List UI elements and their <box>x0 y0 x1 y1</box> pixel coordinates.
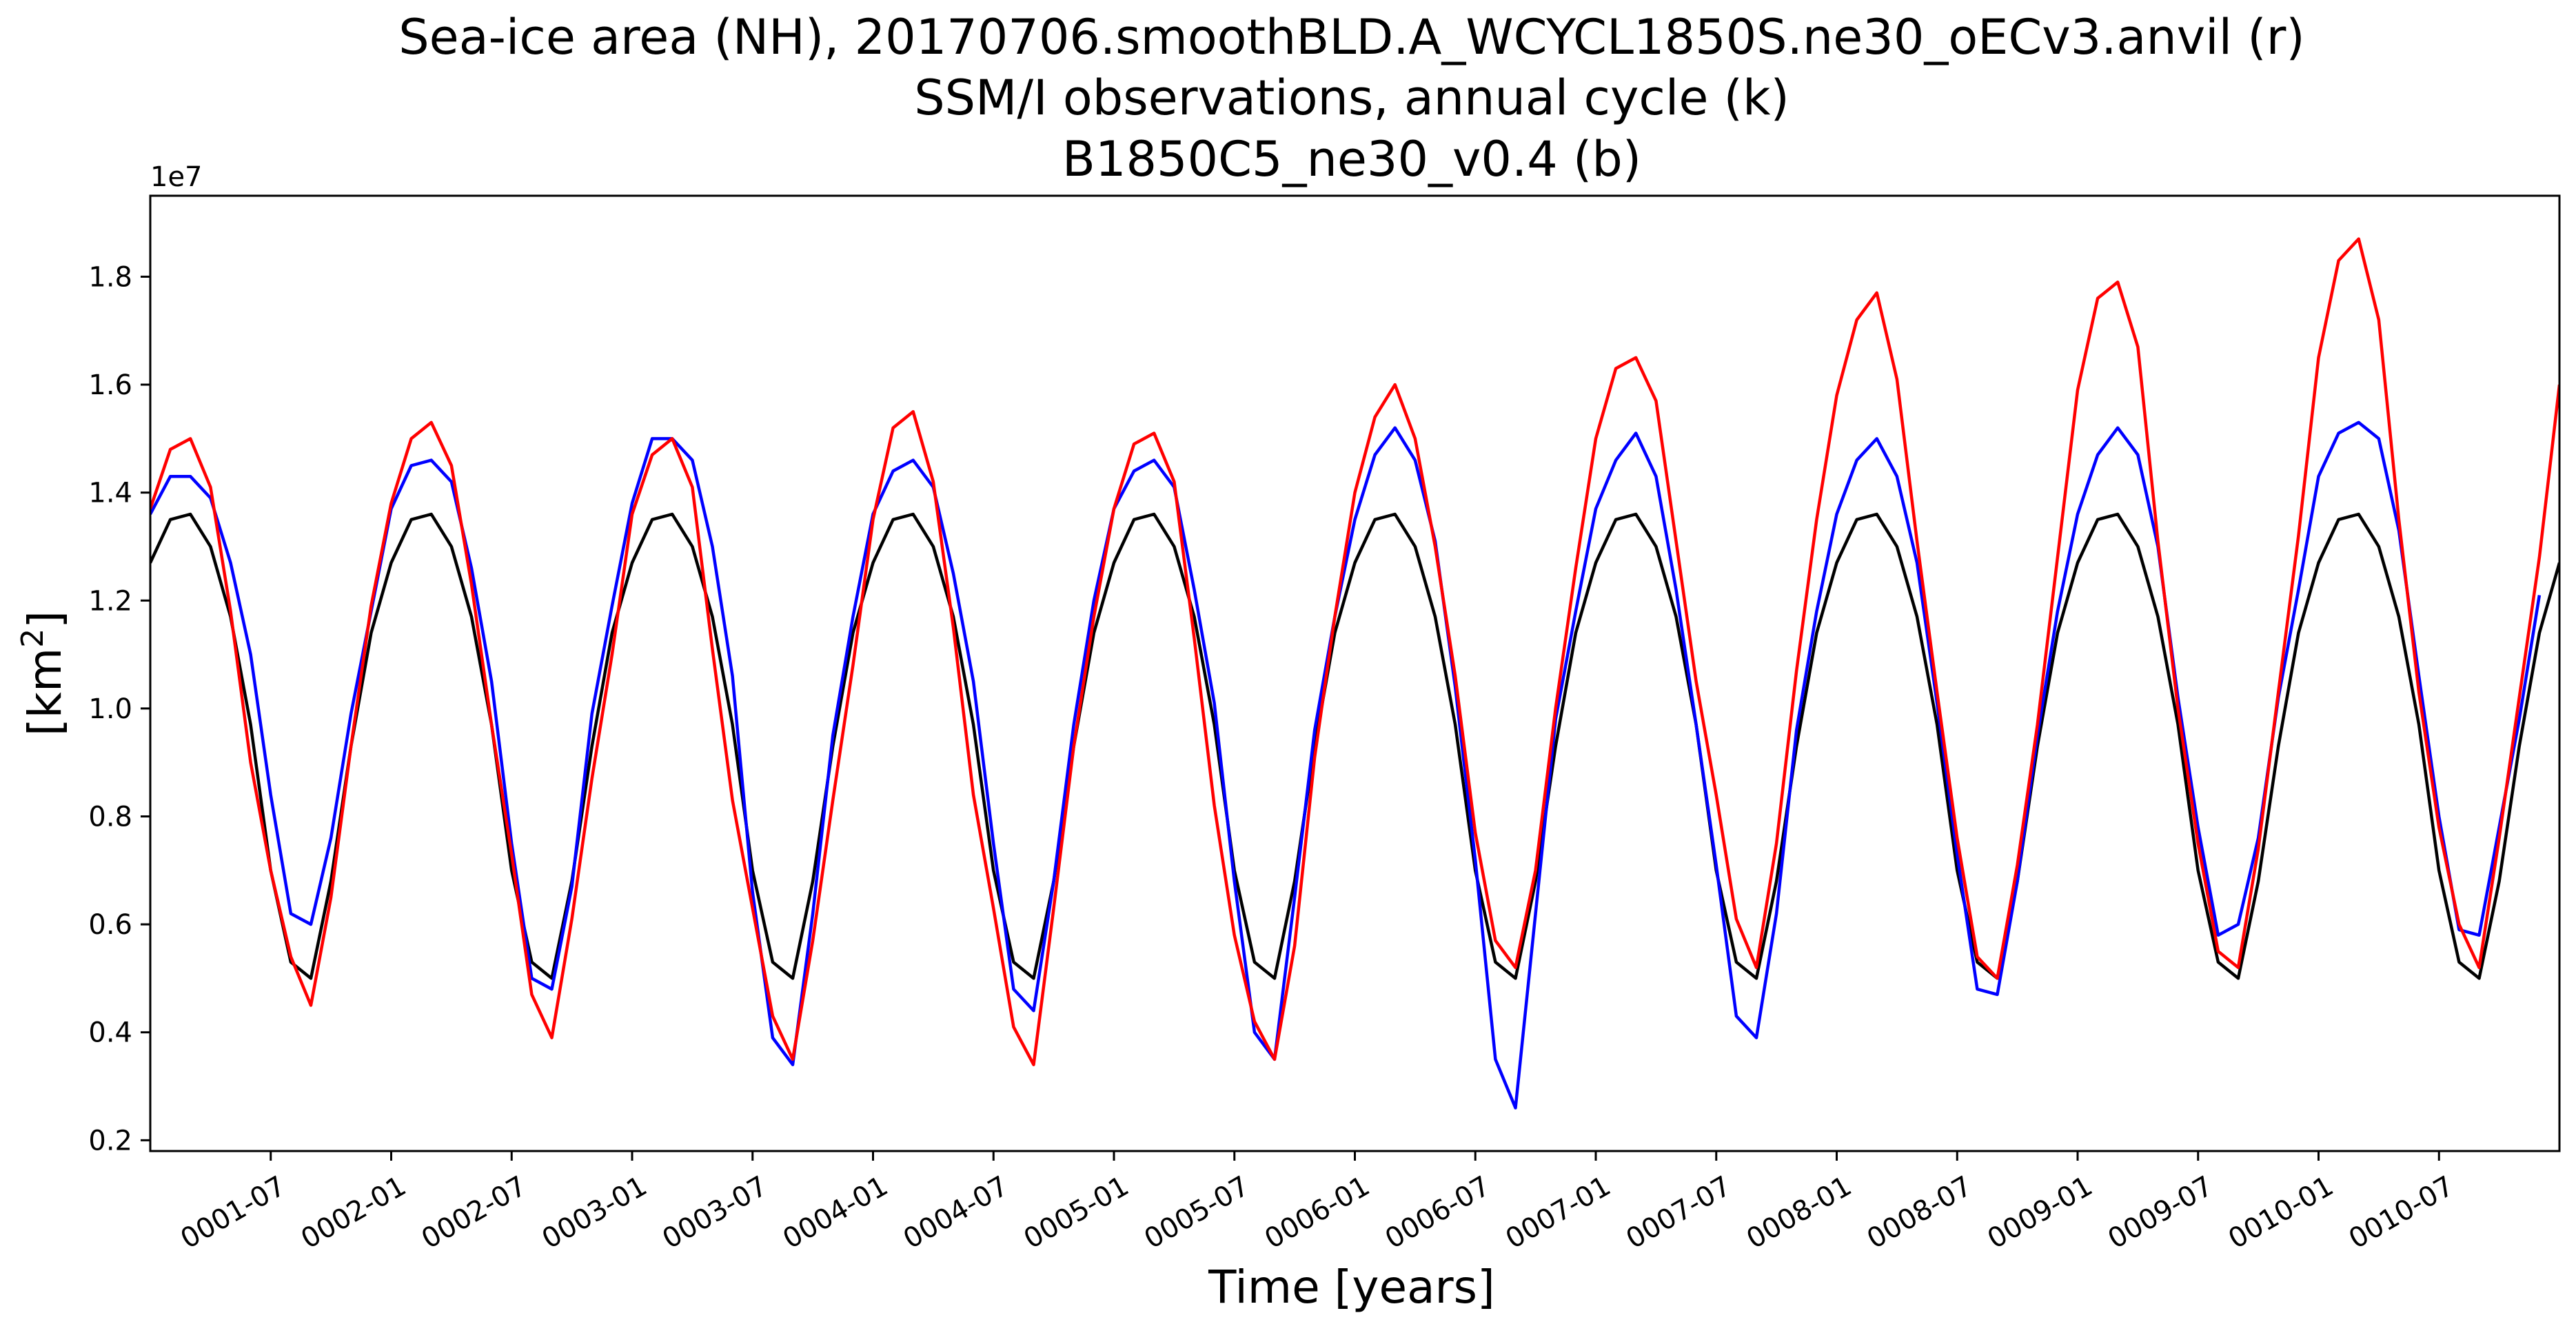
chart-title-line-3: B1850C5_ne30_v0.4 (b) <box>1062 131 1641 187</box>
y-tick-label: 1.0 <box>88 693 132 725</box>
y-axis-label: [km2] <box>15 611 72 736</box>
x-tick-label: 0008-07 <box>1862 1170 1978 1255</box>
x-tick-label: 0002-01 <box>296 1170 412 1255</box>
y-tick-label: 0.2 <box>88 1125 132 1157</box>
x-tick-label: 0009-07 <box>2102 1170 2218 1255</box>
plot-frame <box>149 194 2561 1152</box>
y-axis-label-superscript: 2 <box>15 629 50 648</box>
x-tick-label: 0007-07 <box>1621 1170 1736 1255</box>
x-tick-label: 0005-01 <box>1019 1170 1135 1255</box>
x-axis-label: Time [years] <box>1208 1261 1495 1314</box>
y-axis-label-base: [km <box>19 648 72 736</box>
y-axis-offset-label: 1e7 <box>150 161 203 193</box>
x-tick-label: 0009-01 <box>1982 1170 2098 1255</box>
y-tick-label: 1.8 <box>88 261 132 293</box>
x-tick-label: 0006-07 <box>1380 1170 1496 1255</box>
chart-title-line-2: SSM/I observations, annual cycle (k) <box>914 70 1789 126</box>
chart-title-line-1: Sea-ice area (NH), 20170706.smoothBLD.A_… <box>398 9 2304 65</box>
x-axis-ticks: 0001-07 0002-01 0002-07 0003-01 0003-07 0004-… <box>175 1151 2460 1255</box>
y-tick-label: 1.2 <box>88 585 132 617</box>
x-tick-label: 0003-07 <box>657 1170 773 1255</box>
series-layer <box>150 237 2559 1110</box>
series-line-0 <box>150 512 2559 980</box>
y-tick-label: 1.4 <box>88 478 132 509</box>
x-tick-label: 0005-07 <box>1139 1170 1255 1255</box>
y-tick-label: 1.6 <box>88 369 132 401</box>
x-tick-label: 0003-01 <box>537 1170 653 1255</box>
y-tick-label: 0.8 <box>88 802 132 833</box>
y-axis-label-close: ] <box>19 611 72 629</box>
x-tick-label: 0007-01 <box>1501 1170 1616 1255</box>
y-tick-label: 0.4 <box>88 1017 132 1049</box>
x-tick-label: 0010-07 <box>2344 1170 2460 1255</box>
y-axis-ticks: 0.2 0.4 0.6 0.8 1.0 1.2 1.4 1.6 1.8 <box>88 261 150 1157</box>
series-line-2 <box>150 237 2559 1066</box>
x-tick-label: 0006-01 <box>1259 1170 1375 1255</box>
x-tick-label: 0004-07 <box>898 1170 1014 1255</box>
x-tick-label: 0002-07 <box>416 1170 532 1255</box>
x-tick-label: 0004-01 <box>778 1170 893 1255</box>
y-tick-label: 0.6 <box>88 909 132 941</box>
x-tick-label: 0010-01 <box>2223 1170 2339 1255</box>
x-tick-label: 0008-01 <box>1741 1170 1857 1255</box>
x-tick-label: 0001-07 <box>175 1170 291 1255</box>
series-line-1 <box>150 420 2542 1110</box>
